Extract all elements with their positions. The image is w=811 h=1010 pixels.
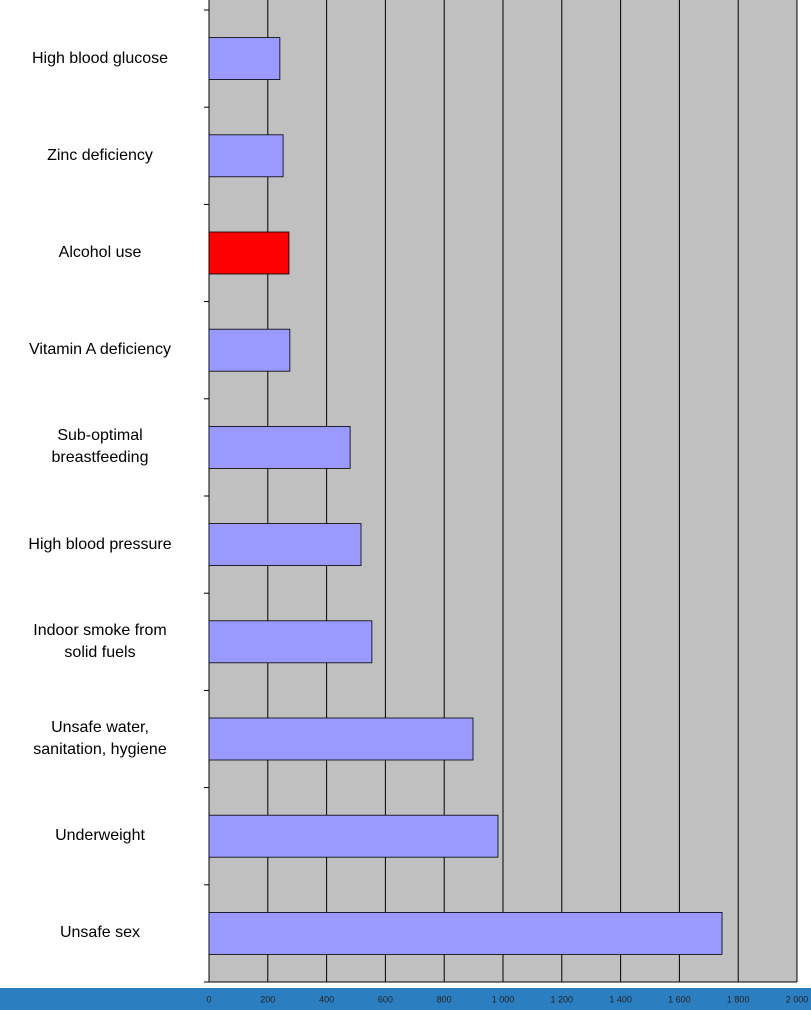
bar [208,620,373,664]
x-tick-label: 200 [260,994,275,1004]
y-tick-label: High blood pressure [28,535,172,553]
x-tick-label: 800 [437,994,452,1004]
footer-band [0,988,811,1010]
y-tick-label: Unsafe water, sanitation, hygiene [33,719,167,758]
bar [208,814,499,858]
bar [208,523,362,566]
y-tick-label: Sub-optimal breastfeeding [51,427,149,467]
y-tick-label: Zinc deficiency [47,146,153,164]
bar [208,425,351,469]
bar [208,328,291,372]
y-tick-label: Alcohol use [58,244,142,261]
y-tick-label: Underweight [55,827,145,845]
x-tick-label: 1 800 [727,994,750,1004]
x-tick-label: 400 [319,994,334,1004]
x-tick-label: 2 000 [786,994,809,1004]
x-tick-label: 600 [378,994,393,1004]
x-tick-label: 1 200 [551,994,574,1004]
x-tick-label: 1 400 [609,994,632,1004]
bar [208,134,284,178]
bar [208,37,281,80]
x-tick-label: 0 [206,994,211,1004]
bar [208,912,723,955]
y-tick-label: High blood glucose [31,49,169,67]
x-tick-label: 1 600 [668,994,691,1004]
bar [208,717,474,761]
x-tick-label: 1 000 [492,994,515,1004]
y-tick-label: Indoor smoke from solid fuels [33,621,167,661]
bar [208,231,290,275]
y-tick-label: Unsafe sex [59,924,141,942]
y-tick-label: Vitamin A deficiency [28,341,171,359]
